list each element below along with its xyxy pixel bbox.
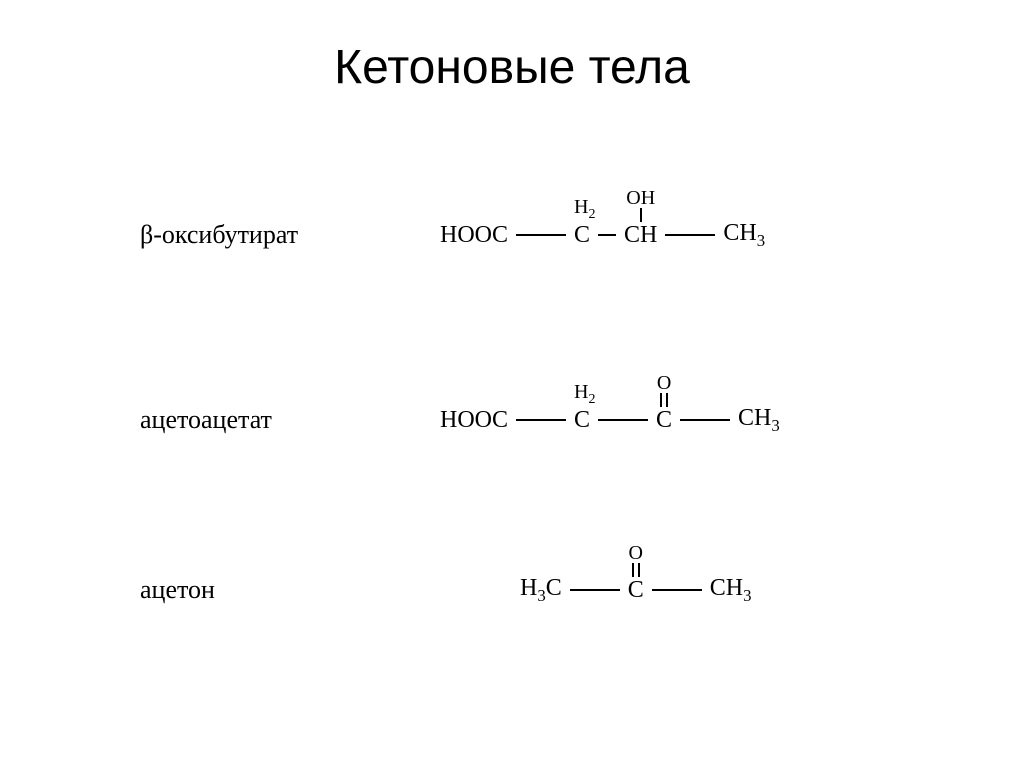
- superscript-group: OH: [624, 188, 657, 222]
- formula-atom: H2: [574, 196, 595, 218]
- formula-atom: CH3: [710, 575, 752, 601]
- formula-atom: C: [574, 222, 590, 248]
- formula-fragment: CH3: [710, 575, 752, 606]
- formula-fragment: OH CH: [624, 222, 657, 249]
- formula-atom: CH3: [723, 220, 765, 246]
- bond-icon: [516, 419, 566, 421]
- superscript-group: H2: [574, 382, 590, 407]
- formula-atom: C: [656, 407, 672, 433]
- formula-fragment: CH3: [723, 220, 765, 251]
- formula-fragment: HOOC: [440, 407, 508, 434]
- bond-icon: [598, 419, 648, 421]
- page-title: Кетоновые тела: [0, 40, 1024, 95]
- compound-formula: HOOC H2 C O C CH3: [440, 405, 780, 436]
- compound-formula: HOOC H2 C OH CH CH3: [440, 220, 765, 251]
- formula-atom: C: [628, 577, 644, 603]
- compound-label: ацетон: [140, 575, 215, 605]
- formula-fragment: H2 C: [574, 407, 590, 434]
- superscript-group: H2: [574, 197, 590, 222]
- formula-atom: CH: [624, 222, 657, 248]
- superscript-group: O: [628, 543, 644, 577]
- formula-fragment: H3C: [520, 575, 562, 606]
- formula-atom: H3C: [520, 575, 562, 601]
- formula-fragment: HOOC: [440, 222, 508, 249]
- vertical-double-bond-icon: [632, 563, 640, 577]
- bond-icon: [680, 419, 730, 421]
- vertical-bond-icon: [640, 208, 642, 222]
- formula-fragment: O C: [656, 407, 672, 434]
- formula-fragment: H2 C: [574, 222, 590, 249]
- formula-atom: C: [574, 407, 590, 433]
- compound-label: ацетоацетат: [140, 405, 272, 435]
- bond-icon: [665, 234, 715, 236]
- vertical-double-bond-icon: [660, 393, 668, 407]
- compound-formula: H3C O C CH3: [520, 575, 752, 606]
- bond-icon: [516, 234, 566, 236]
- compound-label: β-оксибутират: [140, 220, 298, 250]
- formula-atom: OH: [626, 187, 655, 209]
- formula-atom: O: [657, 372, 671, 394]
- formula-atom: H2: [574, 381, 595, 403]
- formula-fragment: CH3: [738, 405, 780, 436]
- bond-icon: [598, 234, 616, 236]
- formula-fragment: O C: [628, 577, 644, 604]
- formula-atom: CH3: [738, 405, 780, 431]
- superscript-group: O: [656, 373, 672, 407]
- bond-icon: [570, 589, 620, 591]
- bond-icon: [652, 589, 702, 591]
- formula-atom: O: [629, 542, 643, 564]
